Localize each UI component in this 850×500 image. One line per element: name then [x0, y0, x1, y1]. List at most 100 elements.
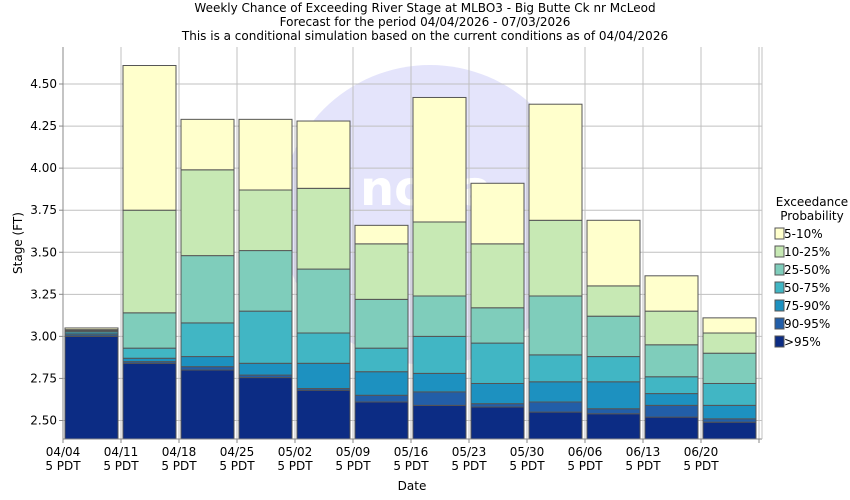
bar-segment-5075 — [122, 347, 177, 359]
bar-segment-95 — [644, 416, 699, 440]
bar-segment-510 — [296, 120, 351, 189]
legend-label: 90-95% — [784, 317, 830, 331]
y-tick-label: 4.25 — [30, 119, 57, 133]
bar-segment-95 — [180, 369, 235, 440]
x-tick-sublabel: 5 PDT — [625, 459, 661, 473]
bar-segment-9095 — [180, 366, 235, 371]
y-tick-label: 3.00 — [30, 329, 57, 343]
x-tick-sublabel: 5 PDT — [103, 459, 139, 473]
bar-segment-2550 — [296, 268, 351, 334]
x-axis-label: Date — [398, 479, 427, 493]
x-tick-label: 04/25 — [220, 445, 255, 459]
x-tick-sublabel: 5 PDT — [335, 459, 371, 473]
x-tick-sublabel: 5 PDT — [277, 459, 313, 473]
bar-segment-510 — [412, 96, 467, 223]
bar-segment-2550 — [122, 312, 177, 349]
x-tick-label: 06/20 — [684, 445, 719, 459]
x-tick-label: 05/23 — [452, 445, 487, 459]
legend-swatch — [774, 335, 785, 348]
legend-title: Exceedance — [776, 195, 848, 209]
x-tick-label: 05/16 — [394, 445, 429, 459]
x-tick-label: 04/04 — [46, 445, 81, 459]
x-tick-sublabel: 5 PDT — [219, 459, 255, 473]
legend-label: 10-25% — [784, 245, 830, 259]
legend-label: 50-75% — [784, 281, 830, 295]
bar-segment-510 — [702, 317, 757, 334]
y-tick-label: 3.50 — [30, 245, 57, 259]
y-tick-label: 3.75 — [30, 203, 57, 217]
x-tick-sublabel: 5 PDT — [683, 459, 719, 473]
legend-swatch — [774, 263, 785, 276]
bar-segment-5075 — [470, 342, 525, 384]
bar-segment-2550 — [528, 295, 583, 356]
y-tick-label: 2.50 — [30, 413, 57, 427]
bar-segment-9095 — [528, 401, 583, 413]
bar-segment-7590 — [296, 362, 351, 390]
legend-title: Probability — [780, 209, 843, 223]
bar-segment-7590 — [470, 382, 525, 405]
bar-segment-5075 — [180, 322, 235, 358]
bar-segment-510 — [470, 182, 525, 245]
bar-segment-2550 — [412, 295, 467, 337]
legend-swatch — [774, 227, 785, 240]
x-tick-sublabel: 5 PDT — [567, 459, 603, 473]
bar-segment-9095 — [644, 404, 699, 418]
legend-label: 5-10% — [784, 227, 823, 241]
x-tick-sublabel: 5 PDT — [509, 459, 545, 473]
x-tick-label: 05/02 — [278, 445, 313, 459]
bar-segment-9095 — [702, 418, 757, 423]
legend-label: >95% — [784, 335, 821, 349]
bar-segment-7590 — [644, 393, 699, 406]
bar-segment-5075 — [702, 382, 757, 406]
y-tick-label: 4.00 — [30, 161, 57, 175]
bar-segment-1025 — [238, 189, 293, 252]
bar-segment-510 — [122, 65, 177, 211]
x-tick-label: 06/06 — [568, 445, 603, 459]
x-tick-sublabel: 5 PDT — [45, 459, 81, 473]
bar-segment-1025 — [470, 243, 525, 309]
bar-segment-510 — [354, 224, 409, 245]
x-tick-sublabel: 5 PDT — [393, 459, 429, 473]
bar-segment-1025 — [586, 285, 641, 317]
legend-label: 25-50% — [784, 263, 830, 277]
bar-segment-9095 — [354, 394, 409, 403]
bar-segment-95 — [528, 411, 583, 440]
bar-segment-7590 — [528, 381, 583, 403]
bar-segment-5075 — [586, 356, 641, 383]
bar-segment-95 — [354, 401, 409, 440]
bar-segment-95 — [702, 421, 757, 440]
bar-segment-5075 — [644, 376, 699, 395]
chart-subtitle-period: Forecast for the period 04/04/2026 - 07/… — [279, 15, 571, 29]
bar-segment-2550 — [644, 344, 699, 378]
bar-segment-1025 — [702, 332, 757, 354]
x-tick-label: 06/13 — [626, 445, 661, 459]
bar-segment-1025 — [528, 219, 583, 297]
chart-title: Weekly Chance of Exceeding River Stage a… — [194, 1, 656, 15]
legend-swatch — [774, 281, 785, 294]
chart-subtitle-conditions: This is a conditional simulation based o… — [181, 29, 669, 43]
bar-segment-2550 — [354, 298, 409, 349]
y-tick-label: 4.50 — [30, 77, 57, 91]
bar-segment-95 — [470, 406, 525, 440]
x-tick-label: 04/11 — [104, 445, 139, 459]
y-tick-label: 2.75 — [30, 371, 57, 385]
bar-segment-510 — [528, 103, 583, 221]
bar-segment-7590 — [702, 404, 757, 420]
x-tick-label: 05/09 — [336, 445, 371, 459]
bar-segment-95 — [296, 389, 351, 440]
bar-segment-2550 — [238, 250, 293, 312]
bar-segment-5075 — [354, 347, 409, 373]
bar-segment-7590 — [354, 371, 409, 396]
y-tick-label: 3.25 — [30, 287, 57, 301]
bar-segment-9095 — [412, 391, 467, 406]
legend-label: 75-90% — [784, 299, 830, 313]
legend-swatch — [774, 317, 785, 330]
bar-segment-5075 — [528, 354, 583, 383]
bar-segment-95 — [64, 335, 119, 440]
bar-segment-9095 — [586, 408, 641, 415]
bar-segment-1025 — [644, 310, 699, 346]
bar-segment-9095 — [470, 403, 525, 408]
bar-segment-95 — [412, 404, 467, 440]
bar-segment-7590 — [412, 372, 467, 393]
